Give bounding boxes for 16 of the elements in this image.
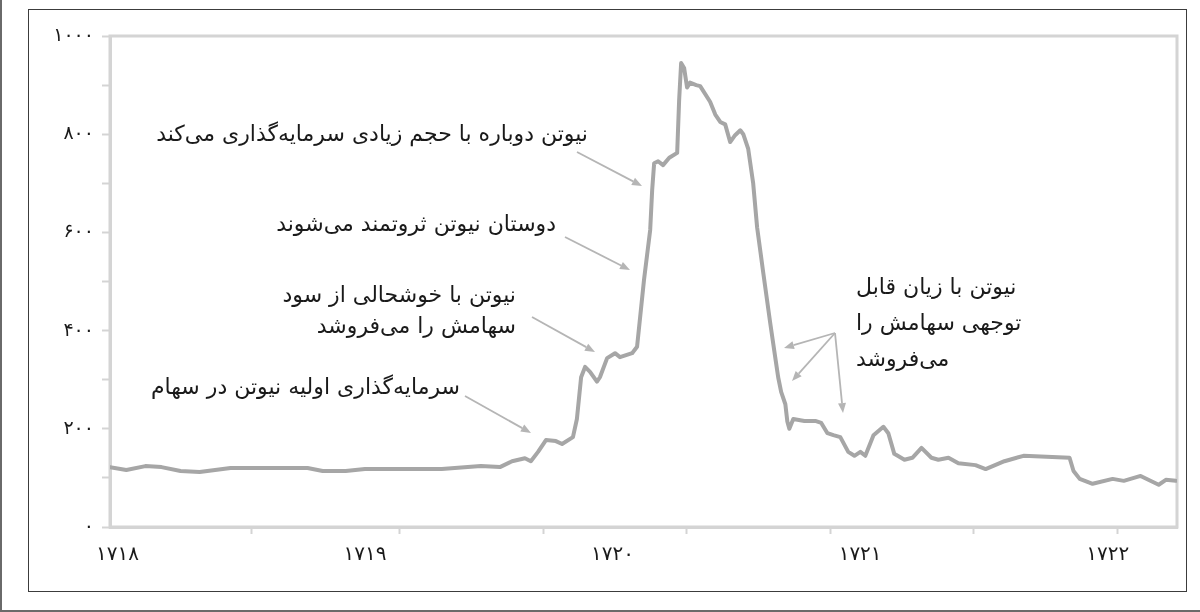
y-tick-label: ۸۰۰ bbox=[63, 121, 94, 144]
annotation: نیوتن با خوشحالی از سود سهامش را می‌فروشد bbox=[282, 281, 516, 339]
y-tick-label: ۰ bbox=[83, 513, 94, 536]
x-tick-label: ۱۷۲۲ bbox=[1086, 541, 1130, 566]
annotation: دوستان نیوتن ثروتمند می‌شوند bbox=[276, 210, 556, 236]
y-tick-label: ۴۰۰ bbox=[63, 317, 94, 340]
x-tick-label: ۱۷۲۰ bbox=[591, 541, 635, 566]
x-tick-label: ۱۷۲۱ bbox=[838, 541, 882, 566]
y-tick-label: ۶۰۰ bbox=[63, 219, 94, 242]
x-tick-label: ۱۷۱۸ bbox=[95, 541, 140, 566]
y-tick-label: ۱۰۰۰ bbox=[53, 22, 94, 45]
y-tick-label: ۲۰۰ bbox=[63, 415, 94, 438]
annotation: سرمایه‌گذاری اولیه نیوتن در سهام bbox=[150, 373, 460, 399]
annotation: نیوتن با زیان قابل توجهی سهامش را می‌فروشد bbox=[856, 273, 1022, 371]
annotation: نیوتن دوباره با حجم زیادی سرمایه‌گذاری می‌کند bbox=[156, 120, 588, 147]
x-tick-label: ۱۷۱۹ bbox=[343, 541, 387, 566]
